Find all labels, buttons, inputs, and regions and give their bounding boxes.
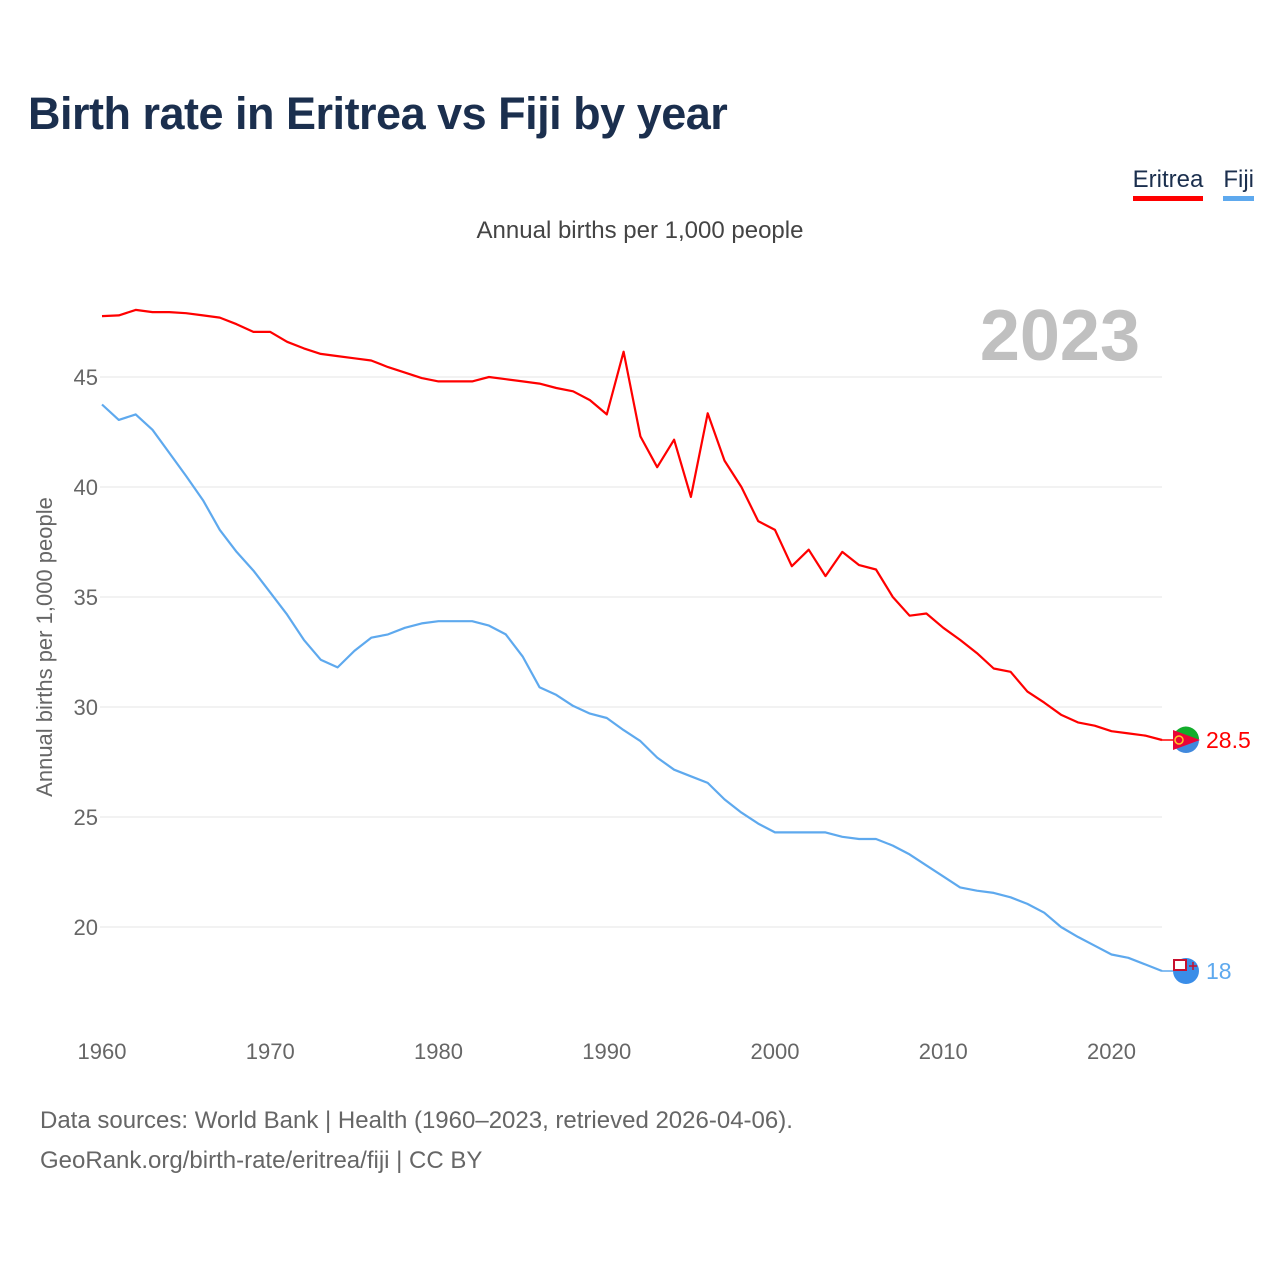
x-tick-label: 2000 — [751, 1039, 800, 1064]
x-tick-label: 2020 — [1087, 1039, 1136, 1064]
footer-sources: Data sources: World Bank | Health (1960–… — [40, 1107, 793, 1134]
legend-item-fiji[interactable]: Fiji — [1223, 166, 1254, 201]
year-badge: 2023 — [980, 296, 1140, 376]
footer-attribution[interactable]: GeoRank.org/birth-rate/eritrea/fiji | CC… — [40, 1147, 483, 1174]
y-axis-label: Annual births per 1,000 people — [32, 497, 57, 797]
page-title: Birth rate in Eritrea vs Fiji by year — [28, 88, 728, 139]
eritrea-flag-triangle — [1173, 730, 1200, 750]
y-tick-label: 30 — [74, 695, 98, 720]
legend-item-eritrea[interactable]: Eritrea — [1132, 166, 1204, 201]
x-tick-label: 2010 — [919, 1039, 968, 1064]
end-value-label-fiji: 18 — [1206, 958, 1232, 984]
y-tick-label: 20 — [74, 915, 98, 940]
series-line-fiji — [101, 403, 1163, 973]
fiji-flag-shield — [1189, 962, 1197, 970]
x-tick-label: 1970 — [246, 1039, 295, 1064]
y-tick-label: 35 — [74, 585, 98, 610]
legend: Eritrea Fiji — [1132, 166, 1254, 201]
x-tick-label: 1960 — [78, 1039, 127, 1064]
series-line-eritrea — [101, 308, 1163, 742]
y-tick-label: 40 — [74, 475, 98, 500]
chart-subtitle: Annual births per 1,000 people — [476, 217, 804, 244]
end-value-label-eritrea: 28.5 — [1206, 727, 1251, 753]
y-tick-label: 25 — [74, 805, 98, 830]
fiji-flag-union — [1173, 959, 1187, 971]
y-tick-label: 45 — [74, 365, 98, 390]
x-tick-label: 1980 — [414, 1039, 463, 1064]
eritrea-flag-emblem — [1174, 735, 1184, 745]
x-tick-label: 1990 — [582, 1039, 631, 1064]
